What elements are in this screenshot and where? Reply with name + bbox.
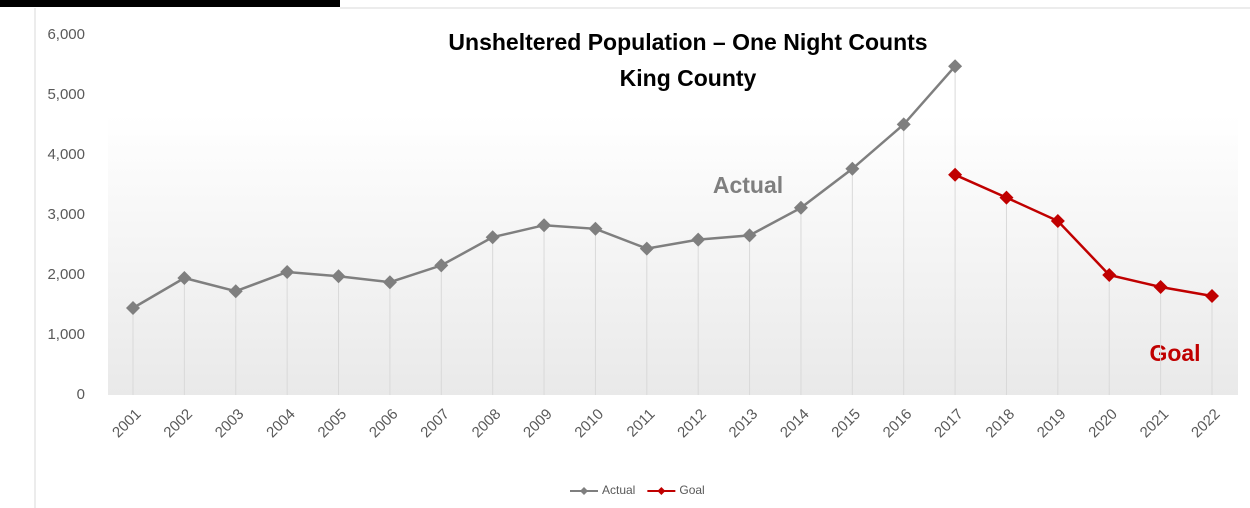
marker [1102,268,1117,282]
y-tick-label: 0 [77,386,85,403]
marker [126,301,140,315]
x-tick-label: 2018 [982,406,1018,442]
x-tick-label: 2021 [1137,406,1173,442]
x-tick-label: 2010 [571,406,607,442]
x-tick-label: 2011 [624,406,659,441]
chart-subtitle: King County [620,65,757,91]
marker [537,218,552,233]
chart-title: Unsheltered Population – One Night Count… [448,29,927,55]
series-line [954,173,1213,298]
y-tick-label: 1,000 [47,326,85,343]
marker [1153,280,1168,294]
y-tick-label: 5,000 [47,86,85,103]
annotation: Actual [713,172,783,198]
marker [999,190,1014,205]
marker [948,167,963,182]
marker [1050,214,1065,228]
marker [793,200,808,215]
x-tick-label: 2008 [469,406,505,442]
x-tick-label: 2019 [1034,406,1070,442]
legend-label: Goal [679,483,704,497]
marker [280,265,295,279]
y-tick-label: 3,000 [47,206,85,223]
marker [382,275,397,290]
x-tick-label: 2005 [315,406,351,442]
y-tick-label: 6,000 [47,26,85,43]
marker [588,221,603,236]
x-tick-label: 2015 [828,406,864,442]
x-tick-label: 2006 [366,406,402,442]
x-tick-label: 2013 [726,406,762,442]
marker [177,271,192,285]
x-tick-label: 2004 [263,406,299,442]
marker [434,258,449,273]
marker [228,284,243,299]
marker [639,241,654,256]
y-tick-label: 4,000 [47,146,85,163]
legend-marker [580,487,588,495]
header-bar [0,0,340,7]
marker [742,228,757,243]
x-tick-label: 2016 [880,406,916,442]
x-tick-label: 2003 [212,406,248,442]
x-tick-label: 2014 [777,406,813,442]
marker [1205,289,1219,303]
marker [845,161,860,176]
x-tick-label: 2020 [1085,406,1121,442]
marker [948,59,963,74]
legend-marker [657,487,666,495]
marker [331,269,346,284]
x-tick-label: 2002 [160,406,196,442]
x-tick-label: 2009 [520,406,556,442]
x-tick-label: 2007 [417,406,453,442]
marker [896,117,911,132]
plot-area [108,115,1238,395]
x-tick-label: 2001 [109,406,145,442]
x-tick-label: 2017 [931,406,967,442]
marker [485,230,500,245]
legend-label: Actual [602,483,635,497]
marker [691,232,706,247]
annotation: Goal [1149,340,1200,366]
x-tick-label: 2022 [1188,406,1224,442]
x-tick-label: 2012 [674,406,710,442]
y-tick-label: 2,000 [47,266,85,283]
